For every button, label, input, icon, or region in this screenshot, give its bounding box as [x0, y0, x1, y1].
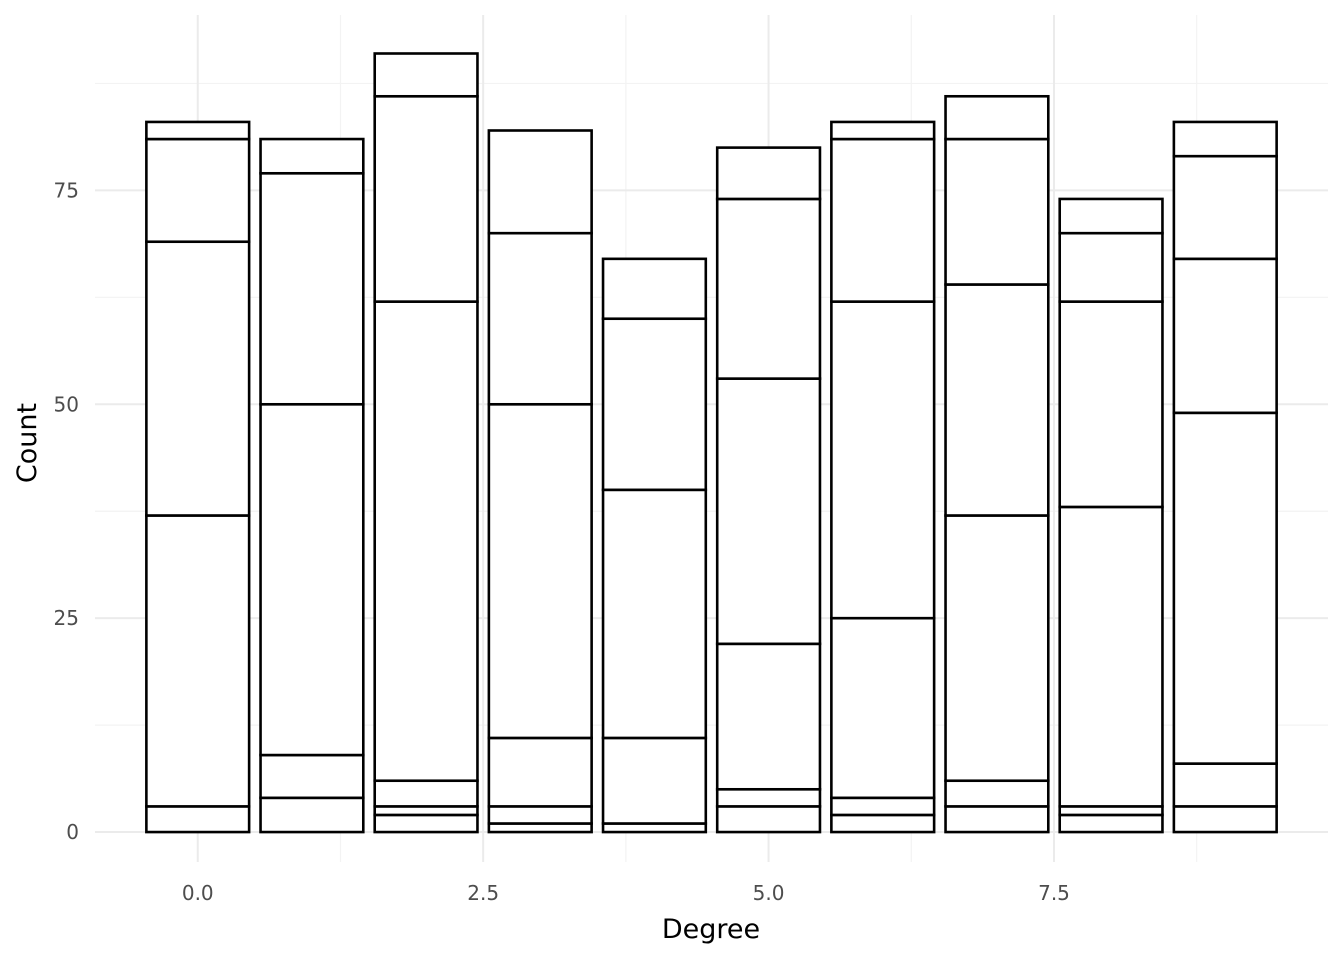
- bar-segment: [944, 283, 1050, 517]
- bar-segment: [373, 300, 479, 783]
- bar-segment: [601, 257, 708, 321]
- y-axis-title: Count: [12, 403, 43, 483]
- y-tick-label: 75: [54, 178, 79, 202]
- bar-segment: [487, 736, 593, 808]
- bar-segment: [601, 317, 708, 492]
- y-tick-label: 0: [66, 820, 79, 844]
- bar-segment: [1172, 762, 1278, 808]
- bar-1: [259, 137, 365, 834]
- bar-segment: [1058, 300, 1164, 509]
- bar-segment: [715, 197, 822, 380]
- bar-9: [1172, 120, 1278, 834]
- bar-segment: [1058, 231, 1164, 303]
- bar-segment: [944, 137, 1050, 286]
- bar-segment: [830, 796, 936, 817]
- bar-segment: [145, 137, 251, 244]
- bar-4: [601, 257, 708, 834]
- bar-segment: [1058, 197, 1164, 235]
- bar-segment: [373, 813, 479, 834]
- bar-segment: [259, 796, 365, 834]
- bar-segment: [145, 805, 251, 834]
- y-tick-label: 25: [54, 606, 79, 630]
- bar-segment: [1172, 411, 1278, 765]
- bar-segment: [830, 137, 936, 303]
- x-axis-title: Degree: [662, 914, 760, 945]
- bar-segment: [259, 137, 365, 175]
- bar-segment: [715, 377, 822, 646]
- bar-segment: [1172, 154, 1278, 261]
- bar-segment: [259, 171, 365, 406]
- bar-segment: [487, 231, 593, 406]
- bar-segment: [259, 402, 365, 757]
- bar-8: [1058, 197, 1164, 834]
- bar-segment: [373, 779, 479, 808]
- bar-segment: [830, 813, 936, 834]
- bar-segment: [487, 402, 593, 740]
- y-axis-tick-labels: 0 25 50 75: [54, 178, 79, 844]
- x-tick-label: 7.5: [1038, 881, 1070, 905]
- bar-segment: [944, 805, 1050, 834]
- bar-segment: [944, 514, 1050, 783]
- bar-segment: [373, 94, 479, 303]
- bar-2: [373, 52, 479, 834]
- bar-7: [944, 94, 1050, 834]
- bar-segment: [1058, 813, 1164, 834]
- bar-segment: [715, 805, 822, 834]
- bar-segment: [601, 736, 708, 825]
- bars: [145, 52, 1278, 834]
- bar-segment: [830, 120, 936, 141]
- bar-segment: [715, 787, 822, 808]
- bar-segment: [944, 779, 1050, 808]
- bar-segment: [373, 52, 479, 98]
- x-tick-label: 2.5: [467, 881, 499, 905]
- bar-segment: [715, 146, 822, 201]
- bar-5: [715, 146, 822, 834]
- bar-6: [830, 120, 936, 834]
- bar-segment: [830, 616, 936, 800]
- bar-segment: [487, 129, 593, 235]
- bar-segment: [145, 514, 251, 808]
- bar-segment: [145, 240, 251, 517]
- bar-segment: [601, 488, 708, 740]
- bar-segment: [1172, 120, 1278, 158]
- bar-segment: [715, 642, 822, 791]
- bar-segment: [944, 94, 1050, 141]
- bar-segment: [259, 753, 365, 800]
- bar-3: [487, 129, 593, 834]
- x-tick-label: 0.0: [182, 881, 214, 905]
- x-axis-tick-labels: 0.0 2.5 5.0 7.5: [182, 881, 1070, 905]
- x-tick-label: 5.0: [753, 881, 785, 905]
- bar-segment: [145, 120, 251, 141]
- bar-segment: [1058, 505, 1164, 808]
- bar-segment: [487, 805, 593, 825]
- bar-segment: [1172, 257, 1278, 415]
- bar-0: [145, 120, 251, 834]
- bar-segment: [1172, 805, 1278, 834]
- bar-segment: [830, 300, 936, 620]
- y-tick-label: 50: [54, 392, 79, 416]
